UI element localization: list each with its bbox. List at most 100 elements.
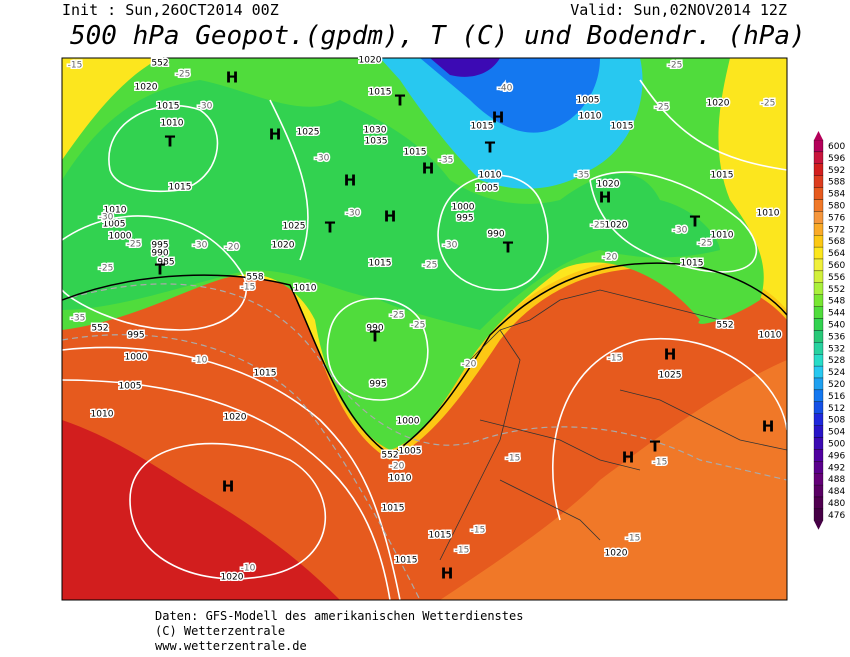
contour-label: -15 (68, 61, 83, 71)
isobar (108, 105, 219, 193)
colorbar-swatch (813, 223, 824, 236)
colorbar-swatch (813, 235, 824, 248)
contour-label: 985 (157, 258, 174, 268)
contour-label: 1005 (399, 447, 422, 457)
contour-label: -30 (443, 241, 458, 251)
contour-label: -25 (127, 240, 142, 250)
colorbar-label: 528 (828, 356, 845, 366)
colorbar-label: 588 (828, 178, 845, 188)
map-title: 500 hPa Geopot.(gpdm), T (C) und Bodendr… (70, 21, 806, 51)
contour-label: 1020 (605, 549, 628, 559)
contour-label: -20 (225, 243, 240, 253)
pressure-center: T (690, 213, 701, 231)
colorbar-swatch (813, 294, 824, 307)
pressure-center: H (492, 109, 505, 127)
valid-time: Valid: Sun,02NOV2014 12Z (570, 1, 787, 19)
footer-line: www.wetterzentrale.de (155, 639, 307, 653)
contour-label: 1015 (471, 122, 494, 132)
colorbar-swatch (813, 496, 824, 510)
colorbar-swatch (813, 473, 824, 486)
contour-label: 1015 (157, 102, 180, 112)
contour-label: 1005 (103, 220, 126, 230)
contour-label: 1015 (711, 171, 734, 181)
colorbar-swatch (813, 330, 824, 343)
contour-label: -20 (462, 360, 477, 370)
contour-label: 990 (487, 230, 504, 240)
colorbar-label: 500 (828, 439, 845, 449)
contour-label: -35 (71, 314, 86, 324)
colorbar-swatch (813, 139, 824, 153)
colorbar-swatch (813, 306, 824, 319)
pressure-center: H (384, 208, 397, 226)
contour-label: 990 (151, 249, 168, 259)
colorbar-swatch (813, 354, 824, 367)
borders (439, 289, 787, 561)
contour-label: -25 (655, 103, 670, 113)
contour-label: 1010 (161, 119, 184, 129)
contour-label: 1000 (452, 203, 475, 213)
isobar (269, 99, 309, 261)
contour-label: 1020 (605, 221, 628, 231)
map-area: 102010151010T1015101010051000995990985T-… (61, 54, 788, 601)
colorbar-label: 556 (828, 273, 845, 283)
contour-label: 1015 (169, 183, 192, 193)
contour-label: -25 (423, 261, 438, 271)
contour-label: 1015 (254, 369, 277, 379)
colorbar-label: 476 (828, 511, 845, 521)
colorbar-swatch (813, 318, 824, 331)
contour-label: 552 (91, 324, 108, 334)
colorbar-label: 580 (828, 201, 845, 211)
colorbar-label: 480 (828, 499, 845, 509)
colorbar-label: 576 (828, 213, 845, 223)
contour-label: -15 (608, 354, 623, 364)
colorbar-swatch (813, 342, 824, 355)
isobar (639, 79, 787, 171)
pressure-center: T (503, 239, 514, 257)
contour-label: -10 (193, 356, 208, 366)
colorbar-swatch (813, 151, 824, 164)
colorbar-label: 540 (828, 320, 845, 330)
colorbar-swatch (813, 175, 824, 188)
green-field (62, 80, 720, 330)
contour-label: 1010 (479, 171, 502, 181)
colorbar-swatch (813, 282, 824, 295)
contour-label: 1015 (611, 122, 634, 132)
colorbar-label: 560 (828, 261, 845, 271)
pressure-center: H (226, 69, 239, 87)
contour-label: 558 (246, 273, 263, 283)
contour-label: 1010 (294, 284, 317, 294)
isobar (62, 346, 401, 600)
contour-label: -30 (346, 209, 361, 219)
pressure-center: H (269, 126, 282, 144)
colorbar-swatch (813, 199, 824, 212)
pressure-center: T (325, 219, 336, 237)
contour-label: -30 (315, 154, 330, 164)
contour-label: -15 (471, 526, 486, 536)
contour-label: 1000 (109, 232, 132, 242)
contour-label: 1005 (577, 96, 600, 106)
colorbar-label: 524 (828, 368, 845, 378)
colorbar-swatch (813, 246, 824, 260)
contour-label: 995 (456, 214, 473, 224)
isobar (129, 442, 327, 580)
pressure-center: H (599, 189, 612, 207)
contour-label: 1015 (369, 259, 392, 269)
isobar (552, 337, 787, 521)
colorbar-label: 548 (828, 297, 845, 307)
isobar (62, 215, 247, 331)
contour-label: -25 (411, 321, 426, 331)
contour-label: 1015 (382, 504, 405, 514)
contour-label: 1010 (104, 206, 127, 216)
contour-label: -25 (390, 311, 405, 321)
pressure-center: H (344, 172, 357, 190)
colorbar-swatch (813, 163, 824, 176)
contour-label: 1010 (389, 474, 412, 484)
contour-label: 1025 (659, 371, 682, 381)
contour-label: -35 (575, 171, 590, 181)
contour-label: 995 (127, 331, 144, 341)
map-labels: 102010151010T1015101010051000995990985T-… (66, 54, 783, 584)
colorbar-cap (814, 131, 823, 140)
pressure-center: H (664, 346, 677, 364)
init-time: Init : Sun,26OCT2014 00Z (62, 1, 279, 19)
